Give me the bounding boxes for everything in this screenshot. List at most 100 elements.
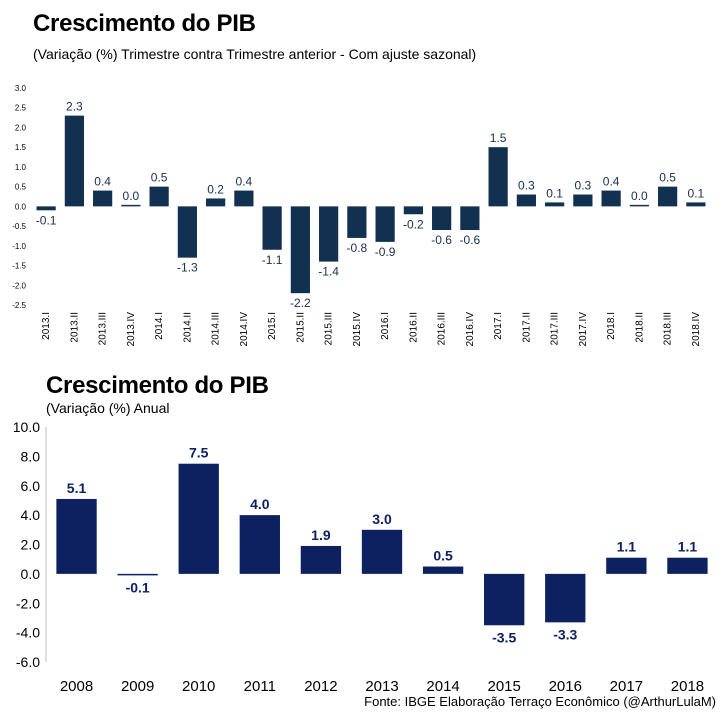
x-tick-label: 2018.III <box>663 312 674 345</box>
bar <box>239 515 280 574</box>
y-tick-label: -1.5 <box>12 262 26 271</box>
data-label: 3.0 <box>372 511 392 527</box>
bar <box>667 557 708 574</box>
data-label: -3.5 <box>492 629 516 645</box>
data-label: 4.0 <box>250 496 270 512</box>
x-tick-label: 2017.IV <box>578 312 589 347</box>
bar <box>206 198 226 207</box>
data-label: 0.4 <box>236 175 253 189</box>
y-tick-label: 0.0 <box>15 202 27 211</box>
data-label: 0.3 <box>518 179 535 193</box>
bar <box>300 545 342 574</box>
data-label: 0.0 <box>123 189 140 203</box>
data-label: 0.5 <box>151 171 168 185</box>
data-label: -0.8 <box>347 241 368 255</box>
bar <box>177 206 197 258</box>
x-tick-label: 2014.IV <box>239 312 250 347</box>
bar <box>262 206 282 250</box>
y-tick-label: 2.5 <box>15 104 27 113</box>
y-tick-label: 1.5 <box>15 143 27 152</box>
bar <box>658 186 678 207</box>
bar <box>56 498 97 574</box>
data-label: -2.2 <box>290 296 311 310</box>
data-label: 0.5 <box>659 171 676 185</box>
data-label: 2.3 <box>66 100 83 114</box>
y-tick-label: -2.0 <box>12 281 26 290</box>
x-tick-label: 2016.III <box>437 312 448 345</box>
bar <box>516 194 536 207</box>
y-tick-label: -4.0 <box>16 625 40 641</box>
data-label: -3.3 <box>553 626 577 642</box>
x-tick-label: 2013.IV <box>126 312 137 347</box>
bar <box>347 206 367 238</box>
y-tick-label: 1.0 <box>15 163 27 172</box>
y-tick-label: 3.0 <box>15 84 27 93</box>
x-tick-label: 2015.I <box>267 312 278 340</box>
data-label: -1.3 <box>177 261 198 275</box>
bar <box>422 566 464 574</box>
y-tick-label: 8.0 <box>21 448 41 464</box>
x-tick-label: 2016.I <box>380 312 391 340</box>
bar <box>93 190 113 207</box>
x-tick-label: 2014.I <box>154 312 165 340</box>
data-label: -0.2 <box>403 217 424 231</box>
x-tick-label: 2014.II <box>182 312 193 343</box>
x-tick-label: 2008 <box>60 678 93 695</box>
data-label: 7.5 <box>189 445 209 461</box>
x-tick-label: 2017 <box>610 678 643 695</box>
bar <box>361 529 403 574</box>
x-tick-label: 2009 <box>121 678 154 695</box>
data-label: -1.4 <box>318 265 339 279</box>
x-tick-label: 2011 <box>244 678 276 695</box>
x-tick-label: 2015 <box>487 678 520 695</box>
data-label: 0.2 <box>207 182 224 196</box>
y-tick-label: 4.0 <box>21 507 41 523</box>
bar <box>484 573 525 626</box>
data-label: -0.6 <box>431 233 452 247</box>
data-label: 5.1 <box>67 480 87 496</box>
y-tick-label: -0.5 <box>12 222 26 231</box>
bar <box>432 206 452 231</box>
quarterly-gdp-chart: 3.0 2.5 2.0 1.5 1.0 0.5 0.0 -0.5 -1.0 -1.5 -2.0 -2.… <box>12 84 706 347</box>
data-label: 0.1 <box>546 186 563 200</box>
y-tick-label: -2.0 <box>16 595 40 611</box>
x-tick-label: 2018.IV <box>691 312 702 347</box>
data-label: -0.9 <box>375 245 396 259</box>
bar <box>460 206 480 231</box>
bar <box>545 202 565 207</box>
chart1-title: Crescimento do PIB <box>33 10 256 37</box>
chart2-title: Crescimento do PIB <box>46 372 269 399</box>
bar <box>121 204 141 207</box>
bar <box>545 573 586 623</box>
bar <box>64 115 84 207</box>
data-label: -0.1 <box>36 213 57 227</box>
data-label: 0.4 <box>94 175 111 189</box>
bar <box>234 190 254 207</box>
source-note: Fonte: IBGE Elaboração Terraço Econômico… <box>364 694 716 709</box>
y-tick-label: -1.0 <box>12 242 26 251</box>
y-tick-label: 10.0 <box>13 419 40 435</box>
bar <box>403 206 423 215</box>
data-label: 0.1 <box>688 186 705 200</box>
data-label: 0.0 <box>631 189 648 203</box>
x-tick-label: 2013.III <box>98 312 109 345</box>
x-tick-label: 2016.II <box>408 312 419 343</box>
bar <box>686 202 706 207</box>
chart1-subtitle: (Variação (%) Trimestre contra Trimestre… <box>33 46 477 62</box>
data-label: 1.1 <box>678 539 698 555</box>
data-label: 1.5 <box>490 131 507 145</box>
bar <box>375 206 395 242</box>
data-label: 1.9 <box>311 527 331 543</box>
x-tick-label: 2015.III <box>324 312 335 345</box>
chart2-subtitle: (Variação (%) Anual <box>46 400 170 416</box>
bar <box>601 190 621 207</box>
y-tick-label: -6.0 <box>16 654 40 670</box>
x-tick-label: 2018.II <box>634 312 645 343</box>
y-tick-label: 0.5 <box>15 183 27 192</box>
bar <box>606 557 647 574</box>
bar <box>488 147 508 207</box>
x-tick-label: 2012 <box>304 678 337 695</box>
data-label: 0.4 <box>603 175 620 189</box>
y-tick-label: 2.0 <box>21 537 41 553</box>
x-tick-label: 2016.IV <box>465 312 476 347</box>
